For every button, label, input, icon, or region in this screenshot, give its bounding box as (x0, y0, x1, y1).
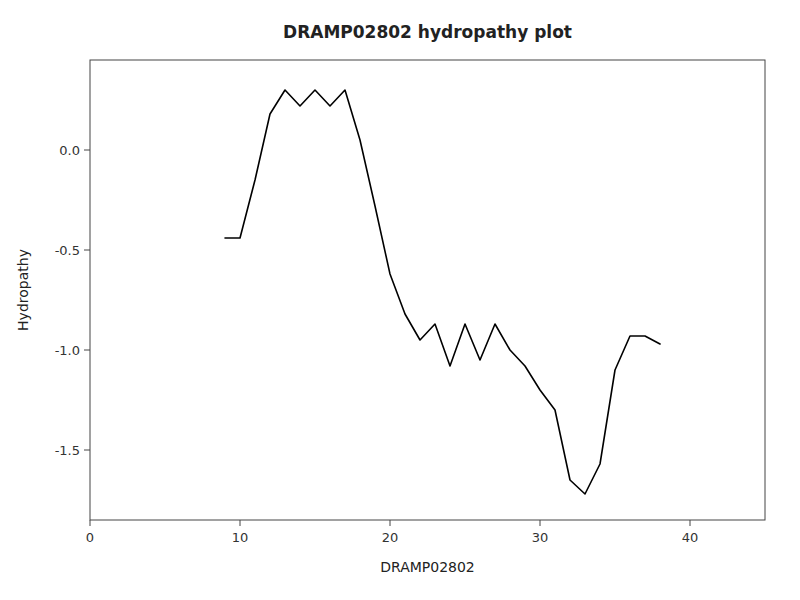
x-tick-label: 20 (382, 530, 399, 545)
y-tick (84, 350, 90, 351)
x-tick (390, 520, 391, 526)
ticks: 0 10 20 30 40 0.0 -0.5 -1.0 -1.5 (55, 143, 699, 546)
chart-title: DRAMP02802 hydropathy plot (283, 22, 572, 42)
x-tick (90, 520, 91, 526)
x-tick (240, 520, 241, 526)
y-tick (84, 150, 90, 151)
y-tick-label: -1.0 (55, 343, 80, 358)
plot-background (90, 60, 765, 520)
x-tick-label: 10 (232, 530, 249, 545)
x-tick-label: 0 (86, 530, 94, 545)
plot-frame (90, 60, 765, 520)
chart-container: 0 10 20 30 40 0.0 -0.5 -1.0 -1.5 DRAMP02802 hydro… (0, 0, 800, 600)
x-axis-label: DRAMP02802 (380, 559, 475, 575)
y-axis-label: Hydropathy (15, 249, 31, 331)
data-line (225, 90, 660, 494)
x-tick-label: 30 (532, 530, 549, 545)
y-tick-label: -1.5 (55, 443, 80, 458)
y-tick-label: -0.5 (55, 243, 80, 258)
x-tick-label: 40 (682, 530, 699, 545)
y-tick (84, 250, 90, 251)
y-tick-label: 0.0 (59, 143, 80, 158)
data-group (225, 90, 660, 494)
y-tick (84, 450, 90, 451)
x-tick (690, 520, 691, 526)
x-tick (540, 520, 541, 526)
chart-svg: 0 10 20 30 40 0.0 -0.5 -1.0 -1.5 DRAMP02802 hydro… (0, 0, 800, 600)
